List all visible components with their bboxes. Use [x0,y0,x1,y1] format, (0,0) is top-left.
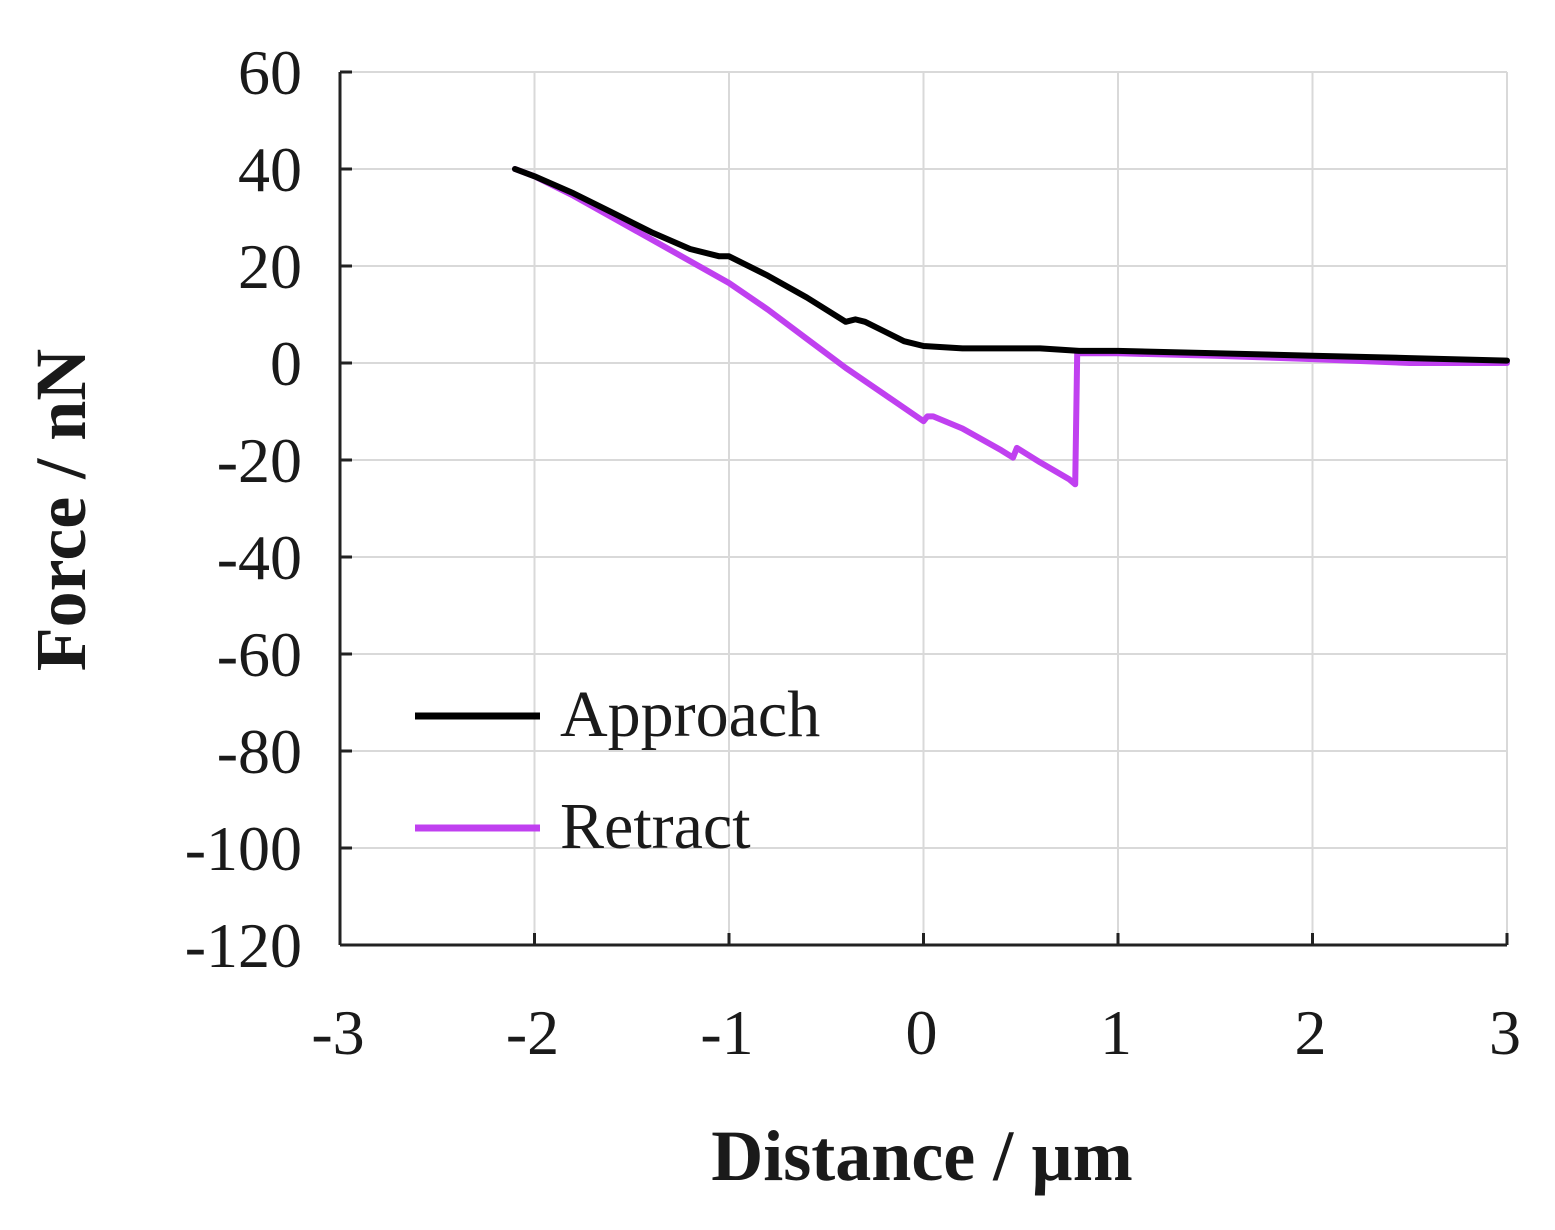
y-tick-label: -80 [217,716,302,787]
x-tick-label: 1 [1100,997,1132,1068]
y-axis-title: Force / nN [21,349,101,672]
legend: Approach Retract [415,678,820,863]
y-tick-label: 40 [238,134,302,205]
x-tick-label: 3 [1489,997,1521,1068]
y-tick-label: -120 [185,910,302,981]
legend-label-retract: Retract [560,790,751,863]
series-line-approach [512,166,1510,364]
y-tick-label: -60 [217,619,302,690]
y-tick-label: -20 [217,425,302,496]
x-tick-label: 0 [906,997,938,1068]
x-tick-label: -1 [700,997,753,1068]
grid-lines [339,71,1508,946]
y-tick-label: 60 [238,37,302,108]
tick-labels: 60 40 20 0 -20 -40 -60 -80 -100 -120-3 -2 -1 0 1 2 3 [185,37,1521,1068]
x-axis-title: Distance / µm [711,1116,1132,1196]
y-tick-label: 0 [270,328,302,399]
x-tick-label: 2 [1295,997,1327,1068]
y-tick-label: -40 [217,522,302,593]
data-series [512,166,1510,488]
axes [338,70,1509,947]
legend-label-approach: Approach [560,678,820,751]
y-tick-label: 20 [238,231,302,302]
x-tick-label: -3 [311,997,364,1068]
y-tick-label: -100 [185,813,302,884]
x-tick-label: -2 [506,997,559,1068]
